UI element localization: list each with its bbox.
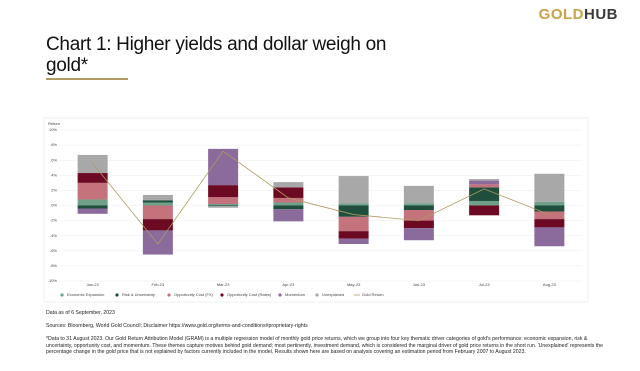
legend-marker [220, 293, 224, 297]
bar-segment [338, 176, 369, 204]
bar-segment [469, 184, 500, 188]
bar-segment [534, 219, 565, 228]
legend-label: Opportunity Cost (FX) [174, 292, 214, 297]
legend-label: Gold Return [362, 292, 384, 297]
footnote: *Data to 31 August 2023. Our Gold Return… [46, 336, 604, 356]
bar-segment [273, 197, 304, 203]
logo-gold: GOLD [538, 6, 584, 23]
bar-segment [142, 202, 173, 206]
bar-segment [142, 194, 173, 201]
y-tick-label: 4% [51, 172, 57, 177]
bar-segment [534, 201, 565, 206]
bar-segment [208, 197, 239, 204]
legend-marker [315, 293, 319, 297]
bar-segment [338, 203, 369, 206]
bar-segment [403, 185, 434, 204]
legend-marker [167, 293, 171, 297]
bar-segment [208, 203, 239, 206]
x-tick-label: Feb-23 [152, 282, 165, 287]
bar-segment [403, 203, 434, 206]
bar-segment [273, 209, 304, 222]
bar-segment [273, 205, 304, 210]
data-date: Data as of 6 September, 2023 [46, 310, 115, 316]
bar-segment [77, 205, 108, 209]
bar-segment [273, 187, 304, 198]
y-tick-label: 2% [51, 187, 57, 192]
bar-segment [142, 230, 173, 255]
x-tick-label: Jul-23 [479, 282, 491, 287]
legend-marker [60, 293, 64, 297]
bar-segment [77, 173, 108, 183]
x-tick-label: Mar-23 [217, 282, 230, 287]
y-tick-label: 6% [51, 157, 57, 162]
bar-segment [469, 179, 500, 181]
y-tick-label: -10% [48, 278, 58, 283]
bar-segment [77, 199, 108, 206]
bar-segment [338, 238, 369, 245]
x-tick-label: May-23 [347, 282, 361, 287]
chart-frame [43, 117, 589, 303]
y-tick-label: -2% [50, 218, 58, 223]
bar-segment [469, 200, 500, 206]
title-rule [46, 78, 128, 80]
x-tick-label: Apr-23 [282, 282, 295, 287]
bar-segment [77, 182, 108, 200]
y-axis-label: Return [48, 121, 60, 126]
bar-segment [534, 227, 565, 247]
bar-segment [273, 202, 304, 206]
bar-segment [273, 182, 304, 188]
y-tick-label: 10% [49, 127, 57, 132]
logo-hub: HUB [584, 6, 618, 23]
legend-label: Momentum [285, 292, 306, 297]
sources: Sources: Bloomberg, World Gold Council; … [46, 323, 308, 329]
gold-return-line [92, 150, 550, 245]
legend-label: Unexplained [322, 292, 344, 297]
bar-segment [142, 200, 173, 203]
y-tick-label: -4% [50, 233, 58, 238]
bar-segment [469, 205, 500, 216]
y-tick-label: -6% [50, 248, 58, 253]
bar-segment [534, 205, 565, 212]
bar-segment [403, 210, 434, 221]
bar-segment [208, 205, 239, 207]
x-tick-label: Aug-23 [543, 282, 557, 287]
bar-segment [208, 185, 239, 198]
y-tick-label: 0% [51, 203, 57, 208]
bar-segment [142, 219, 173, 231]
bar-segment [338, 205, 369, 217]
bar-segment [77, 208, 108, 214]
x-tick-label: Jun-23 [413, 282, 426, 287]
bar-segment [403, 228, 434, 241]
bar-segment [77, 154, 108, 174]
bar-segment [208, 206, 239, 208]
logo: GOLDHUB [539, 6, 618, 23]
bar-segment [534, 173, 565, 202]
bar-segment [469, 180, 500, 185]
legend-label: Economic Expansion [67, 292, 104, 297]
x-tick-label: Jan-23 [87, 282, 100, 287]
bar-segment [403, 205, 434, 211]
bar-segment [534, 211, 565, 220]
legend-label: Opportunity Cost (Rates) [227, 292, 272, 297]
bar-segment [338, 231, 369, 239]
y-tick-label: -8% [50, 263, 58, 268]
y-tick-label: 8% [51, 142, 57, 147]
bar-segment [208, 148, 239, 186]
bar-segment [469, 187, 500, 201]
legend-marker [278, 293, 282, 297]
bar-segment [403, 220, 434, 229]
chart-title: Chart 1: Higher yields and dollar weigh … [46, 34, 387, 76]
legend-label: Risk & Uncertainty [122, 292, 155, 297]
legend-marker [115, 293, 119, 297]
bar-segment [142, 205, 173, 220]
bar-segment [338, 216, 369, 232]
